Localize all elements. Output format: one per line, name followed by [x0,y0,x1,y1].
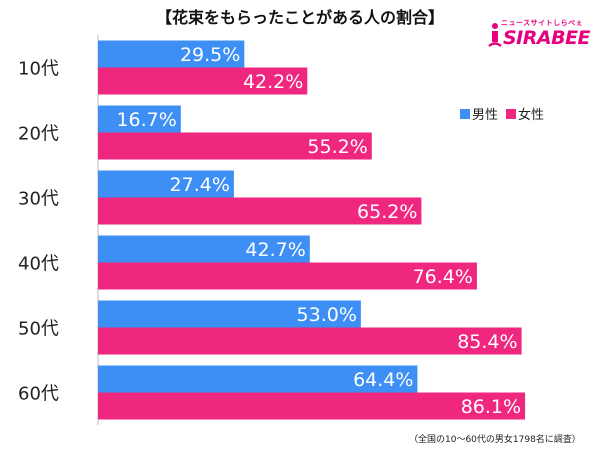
value-label-male: 16.7% [116,109,176,131]
value-label-female: 76.4% [413,266,473,288]
category-label: 40代 [18,254,59,275]
value-label-male: 53.0% [297,304,357,326]
logo-tagline: ニュースサイトしらべぇ [501,19,584,27]
value-label-male: 29.5% [180,44,240,66]
legend: 男性 女性 [460,104,544,123]
legend-label-female: 女性 [518,108,545,123]
sirabee-logo: ニュースサイトしらべぇ SIRABEE [487,18,597,54]
bar-female [98,132,372,160]
value-label-male: 27.4% [170,174,230,196]
bar-female [98,197,422,225]
category-label: 60代 [18,384,59,405]
category-label: 50代 [18,319,59,340]
category-label: 20代 [18,124,59,145]
legend-swatch-male [460,108,470,119]
value-label-female: 42.2% [243,71,303,93]
value-label-female: 85.4% [457,331,517,353]
legend-label-male: 男性 [472,108,499,123]
bar-female [98,392,526,420]
value-label-female: 65.2% [357,201,417,223]
logo-mark-icon [488,23,502,47]
bar-male [98,300,361,328]
value-label-female: 55.2% [307,136,367,158]
legend-item-male: 男性 [460,104,498,123]
value-label-male: 42.7% [245,239,305,261]
bar-female [98,262,477,290]
legend-swatch-female [506,108,517,119]
bar-male [98,170,234,198]
legend-item-female: 女性 [506,104,544,123]
category-label: 10代 [18,59,59,80]
bar-female [98,327,522,355]
bar-female [98,67,308,95]
bar-male [98,235,310,263]
bar-male [98,365,418,393]
category-label: 30代 [18,189,59,210]
value-label-female: 86.1% [461,396,521,418]
bar-male [98,105,181,133]
chart-title: 【花束をもらったことがある人の割合】 [155,8,444,27]
footnote: （全国の10〜60代の男女1798名に調査） [409,435,581,445]
logo-wordmark: SIRABEE [503,27,591,49]
bar-male [98,40,245,68]
value-label-male: 64.4% [353,369,413,391]
